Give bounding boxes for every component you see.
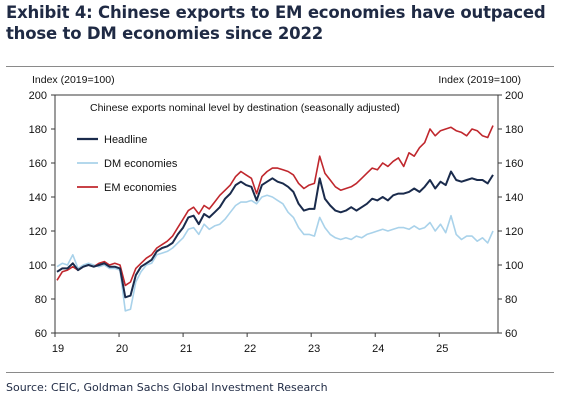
x-tick-label: 20 (116, 343, 128, 355)
legend-label-em-economies: EM economies (104, 182, 177, 194)
y-tick-label-left: 80 (35, 294, 47, 306)
y-tick-label-left: 160 (29, 158, 47, 170)
y-tick-label-right: 140 (505, 192, 523, 204)
title-divider (6, 66, 554, 67)
y-tick-label-left: 200 (29, 90, 47, 102)
source-divider (6, 372, 554, 373)
y-tick-label-left: 60 (35, 328, 47, 340)
y-tick-label-left: 120 (29, 226, 47, 238)
y-tick-label-right: 180 (505, 124, 523, 136)
y-tick-label-right: 80 (505, 294, 517, 306)
y-tick-label-left: 140 (29, 192, 47, 204)
chart-subtitle: Chinese exports nominal level by destina… (90, 102, 400, 114)
y-tick-label-left: 180 (29, 124, 47, 136)
x-tick-label: 24 (372, 343, 384, 355)
x-tick-label: 23 (308, 343, 320, 355)
y-tick-label-left: 100 (29, 260, 47, 272)
line-chart: Index (2019=100) Index (2019=100) Chines… (29, 74, 524, 355)
plot-frame (54, 94, 499, 334)
y-tick-label-right: 160 (505, 158, 523, 170)
x-tick-label: 25 (436, 343, 448, 355)
chart-content: 60 60 80 80 100 100 120 120 140 140 160 160 180 180 20… (29, 90, 524, 355)
series-line-headline (56, 170, 494, 299)
series-line-dm-economies (56, 194, 494, 312)
legend-label-headline: Headline (104, 134, 147, 146)
right-axis-label: Index (2019=100) (438, 74, 521, 86)
y-tick-label-right: 100 (505, 260, 523, 272)
series-line-em-economies (56, 125, 494, 287)
left-axis-label: Index (2019=100) (32, 74, 115, 86)
x-tick-label: 22 (244, 343, 256, 355)
source-note: Source: CEIC, Goldman Sachs Global Inves… (6, 381, 328, 394)
exhibit-title: Exhibit 4: Chinese exports to EM economi… (6, 3, 546, 43)
y-tick-label-right: 120 (505, 226, 523, 238)
x-tick-label: 19 (52, 343, 64, 355)
y-tick-label-right: 200 (505, 90, 523, 102)
x-tick-label: 21 (180, 343, 192, 355)
legend-label-dm-economies: DM economies (104, 158, 178, 170)
y-tick-label-right: 60 (505, 328, 517, 340)
